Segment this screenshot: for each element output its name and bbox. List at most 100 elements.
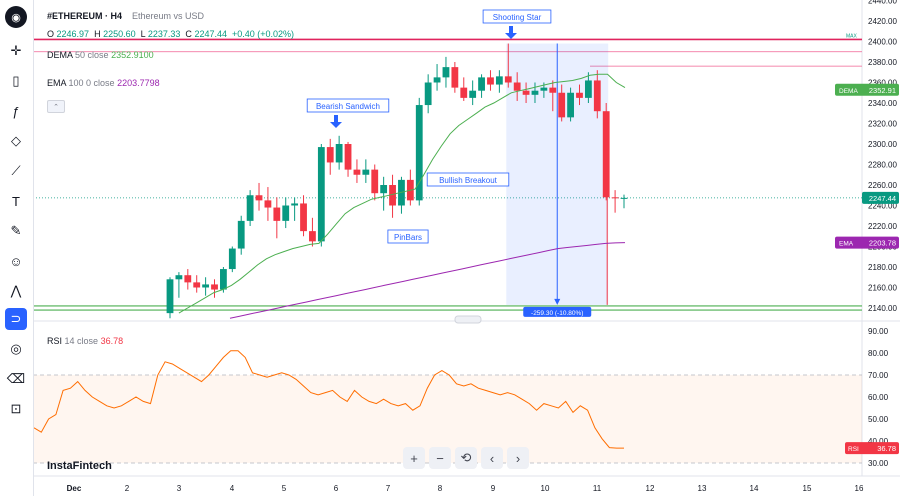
pattern-icon[interactable]: ⋀ bbox=[10, 283, 22, 298]
zoom-out-button[interactable]: − bbox=[429, 447, 451, 469]
candle-body bbox=[531, 90, 539, 95]
measure-tool: -259.30 (-10.80%) bbox=[506, 43, 609, 317]
price-tick-label: 2140.00 bbox=[868, 304, 897, 313]
ema-line bbox=[229, 242, 626, 319]
candle-body bbox=[611, 197, 619, 199]
candle-body bbox=[495, 76, 503, 85]
candle-body bbox=[424, 82, 432, 106]
indicator-lines bbox=[178, 73, 626, 319]
measure-arrow-head bbox=[554, 298, 561, 305]
trash-icon[interactable]: ⌫ bbox=[6, 371, 26, 386]
open-value: 2246.97 bbox=[56, 29, 90, 39]
shooting-star-box bbox=[482, 9, 552, 24]
candle-body bbox=[478, 77, 485, 91]
candle-body bbox=[442, 67, 450, 78]
bullish-breakout-box bbox=[426, 172, 510, 187]
candle-body bbox=[487, 77, 494, 85]
time-tick-label: 4 bbox=[230, 484, 235, 493]
drawing-toolbar: ◉ ✛ ▯ ƒ ◇ ⟋ T ✎ ☺ ⋀ ⊃ ◎ ⌫ ⊡ bbox=[0, 0, 34, 496]
price-tick-label: 2180.00 bbox=[868, 263, 897, 272]
candle-body bbox=[255, 195, 263, 201]
candle-body bbox=[620, 197, 628, 199]
candle-body bbox=[389, 185, 396, 206]
rsi-line bbox=[33, 350, 624, 449]
cursor-icon[interactable]: ✛ bbox=[10, 43, 22, 58]
price-tick-label: 2380.00 bbox=[868, 58, 897, 67]
low-label: L bbox=[140, 29, 146, 39]
time-tick-label: 12 bbox=[646, 484, 655, 493]
reset-button[interactable]: ⟲ bbox=[455, 447, 477, 469]
scroll-forward-button[interactable]: › bbox=[507, 447, 529, 469]
time-tick-label: 16 bbox=[855, 484, 864, 493]
rsi-tick-label: 30.00 bbox=[868, 459, 889, 468]
candle-body bbox=[576, 92, 583, 98]
current-price-label: 2247.44 bbox=[869, 194, 896, 203]
low-value: 2237.33 bbox=[147, 29, 181, 39]
rsi-legend[interactable]: RSI 14 close 36.78 bbox=[47, 336, 123, 346]
magnet-icon[interactable]: ⊃ bbox=[5, 308, 27, 330]
rsi-axis-label-bg bbox=[845, 442, 899, 455]
candle-body bbox=[513, 82, 521, 91]
candle-body bbox=[558, 92, 566, 118]
rsi-params: 14 close bbox=[64, 336, 99, 346]
candle-body bbox=[469, 90, 477, 98]
candle-body bbox=[362, 169, 370, 175]
time-tick-label: 5 bbox=[282, 484, 287, 493]
price-tick-label: 2220.00 bbox=[868, 222, 897, 231]
nodes-icon[interactable]: ◇ bbox=[11, 133, 21, 148]
rsi-axis-label-name: RSI bbox=[848, 446, 859, 453]
rsi-tick-label: 40.00 bbox=[868, 437, 889, 446]
dema-legend[interactable]: DEMA 50 close 2352.9100 bbox=[47, 50, 154, 60]
trendline-icon[interactable]: ⟋ bbox=[11, 163, 21, 178]
time-tick-label: 13 bbox=[698, 484, 707, 493]
time-tick-label: 2 bbox=[125, 484, 130, 493]
watermark: InstaFintech bbox=[47, 460, 112, 472]
rsi-tick-label: 50.00 bbox=[868, 415, 889, 424]
price-tick-label: 2260.00 bbox=[868, 181, 897, 190]
brush-icon[interactable]: ✎ bbox=[10, 223, 22, 238]
ohlc-legend: O 2246.97 H 2250.60 L 2237.33 C 2247.44 … bbox=[47, 29, 294, 39]
price-tick-label: 2240.00 bbox=[868, 202, 897, 211]
candle-body bbox=[335, 144, 343, 163]
price-tick-label: 2400.00 bbox=[868, 38, 897, 47]
candle-body bbox=[344, 144, 352, 170]
bearish-sandwich-box bbox=[306, 98, 390, 113]
bearish-sandwich-arrow-shaft bbox=[334, 115, 338, 122]
candle-body bbox=[460, 87, 468, 98]
dema-axis-label-value: 2352.91 bbox=[869, 86, 896, 95]
symbol-title[interactable]: #ETHEREUM · H4 bbox=[47, 11, 123, 21]
shooting-star-arrow-shaft bbox=[509, 26, 513, 33]
ema-axis-label-value: 2203.78 bbox=[869, 239, 896, 248]
bearish-sandwich-label: Bearish Sandwich bbox=[316, 102, 380, 111]
time-tick-label: Dec bbox=[67, 484, 82, 493]
collapse-legend-button[interactable]: ⌃ bbox=[47, 100, 65, 113]
candle-body bbox=[317, 147, 325, 242]
logo-icon[interactable]: ◉ bbox=[5, 6, 27, 28]
formula-icon[interactable]: ƒ bbox=[12, 103, 20, 119]
current-price-bg bbox=[862, 191, 899, 204]
ema-legend[interactable]: EMA 100 0 close 2203.7798 bbox=[47, 78, 160, 88]
candle-body bbox=[202, 284, 210, 288]
horizontal-levels: MAX bbox=[33, 33, 862, 311]
ema-params: 100 0 close bbox=[68, 78, 115, 88]
time-tick-label: 15 bbox=[803, 484, 812, 493]
eye-icon[interactable]: ◎ bbox=[10, 341, 22, 356]
emoji-icon[interactable]: ☺ bbox=[9, 253, 23, 269]
price-tick-label: 2440.00 bbox=[868, 0, 897, 6]
dema-axis-label-bg bbox=[835, 83, 899, 96]
lock-icon[interactable]: ⊡ bbox=[10, 401, 22, 416]
zoom-in-button[interactable]: + bbox=[403, 447, 425, 469]
text-icon[interactable]: T bbox=[12, 193, 20, 209]
rsi-tick-label: 70.00 bbox=[868, 371, 889, 380]
candle-body bbox=[326, 147, 334, 163]
close-label: C bbox=[185, 29, 192, 39]
time-tick-label: 6 bbox=[334, 484, 339, 493]
candle-body bbox=[549, 87, 557, 93]
candle-body bbox=[273, 207, 281, 221]
candle-body bbox=[193, 282, 201, 288]
scroll-back-button[interactable]: ‹ bbox=[481, 447, 503, 469]
measure-label: -259.30 (-10.80%) bbox=[531, 310, 583, 317]
time-tick-label: 10 bbox=[541, 484, 550, 493]
candles-icon[interactable]: ▯ bbox=[12, 73, 20, 88]
